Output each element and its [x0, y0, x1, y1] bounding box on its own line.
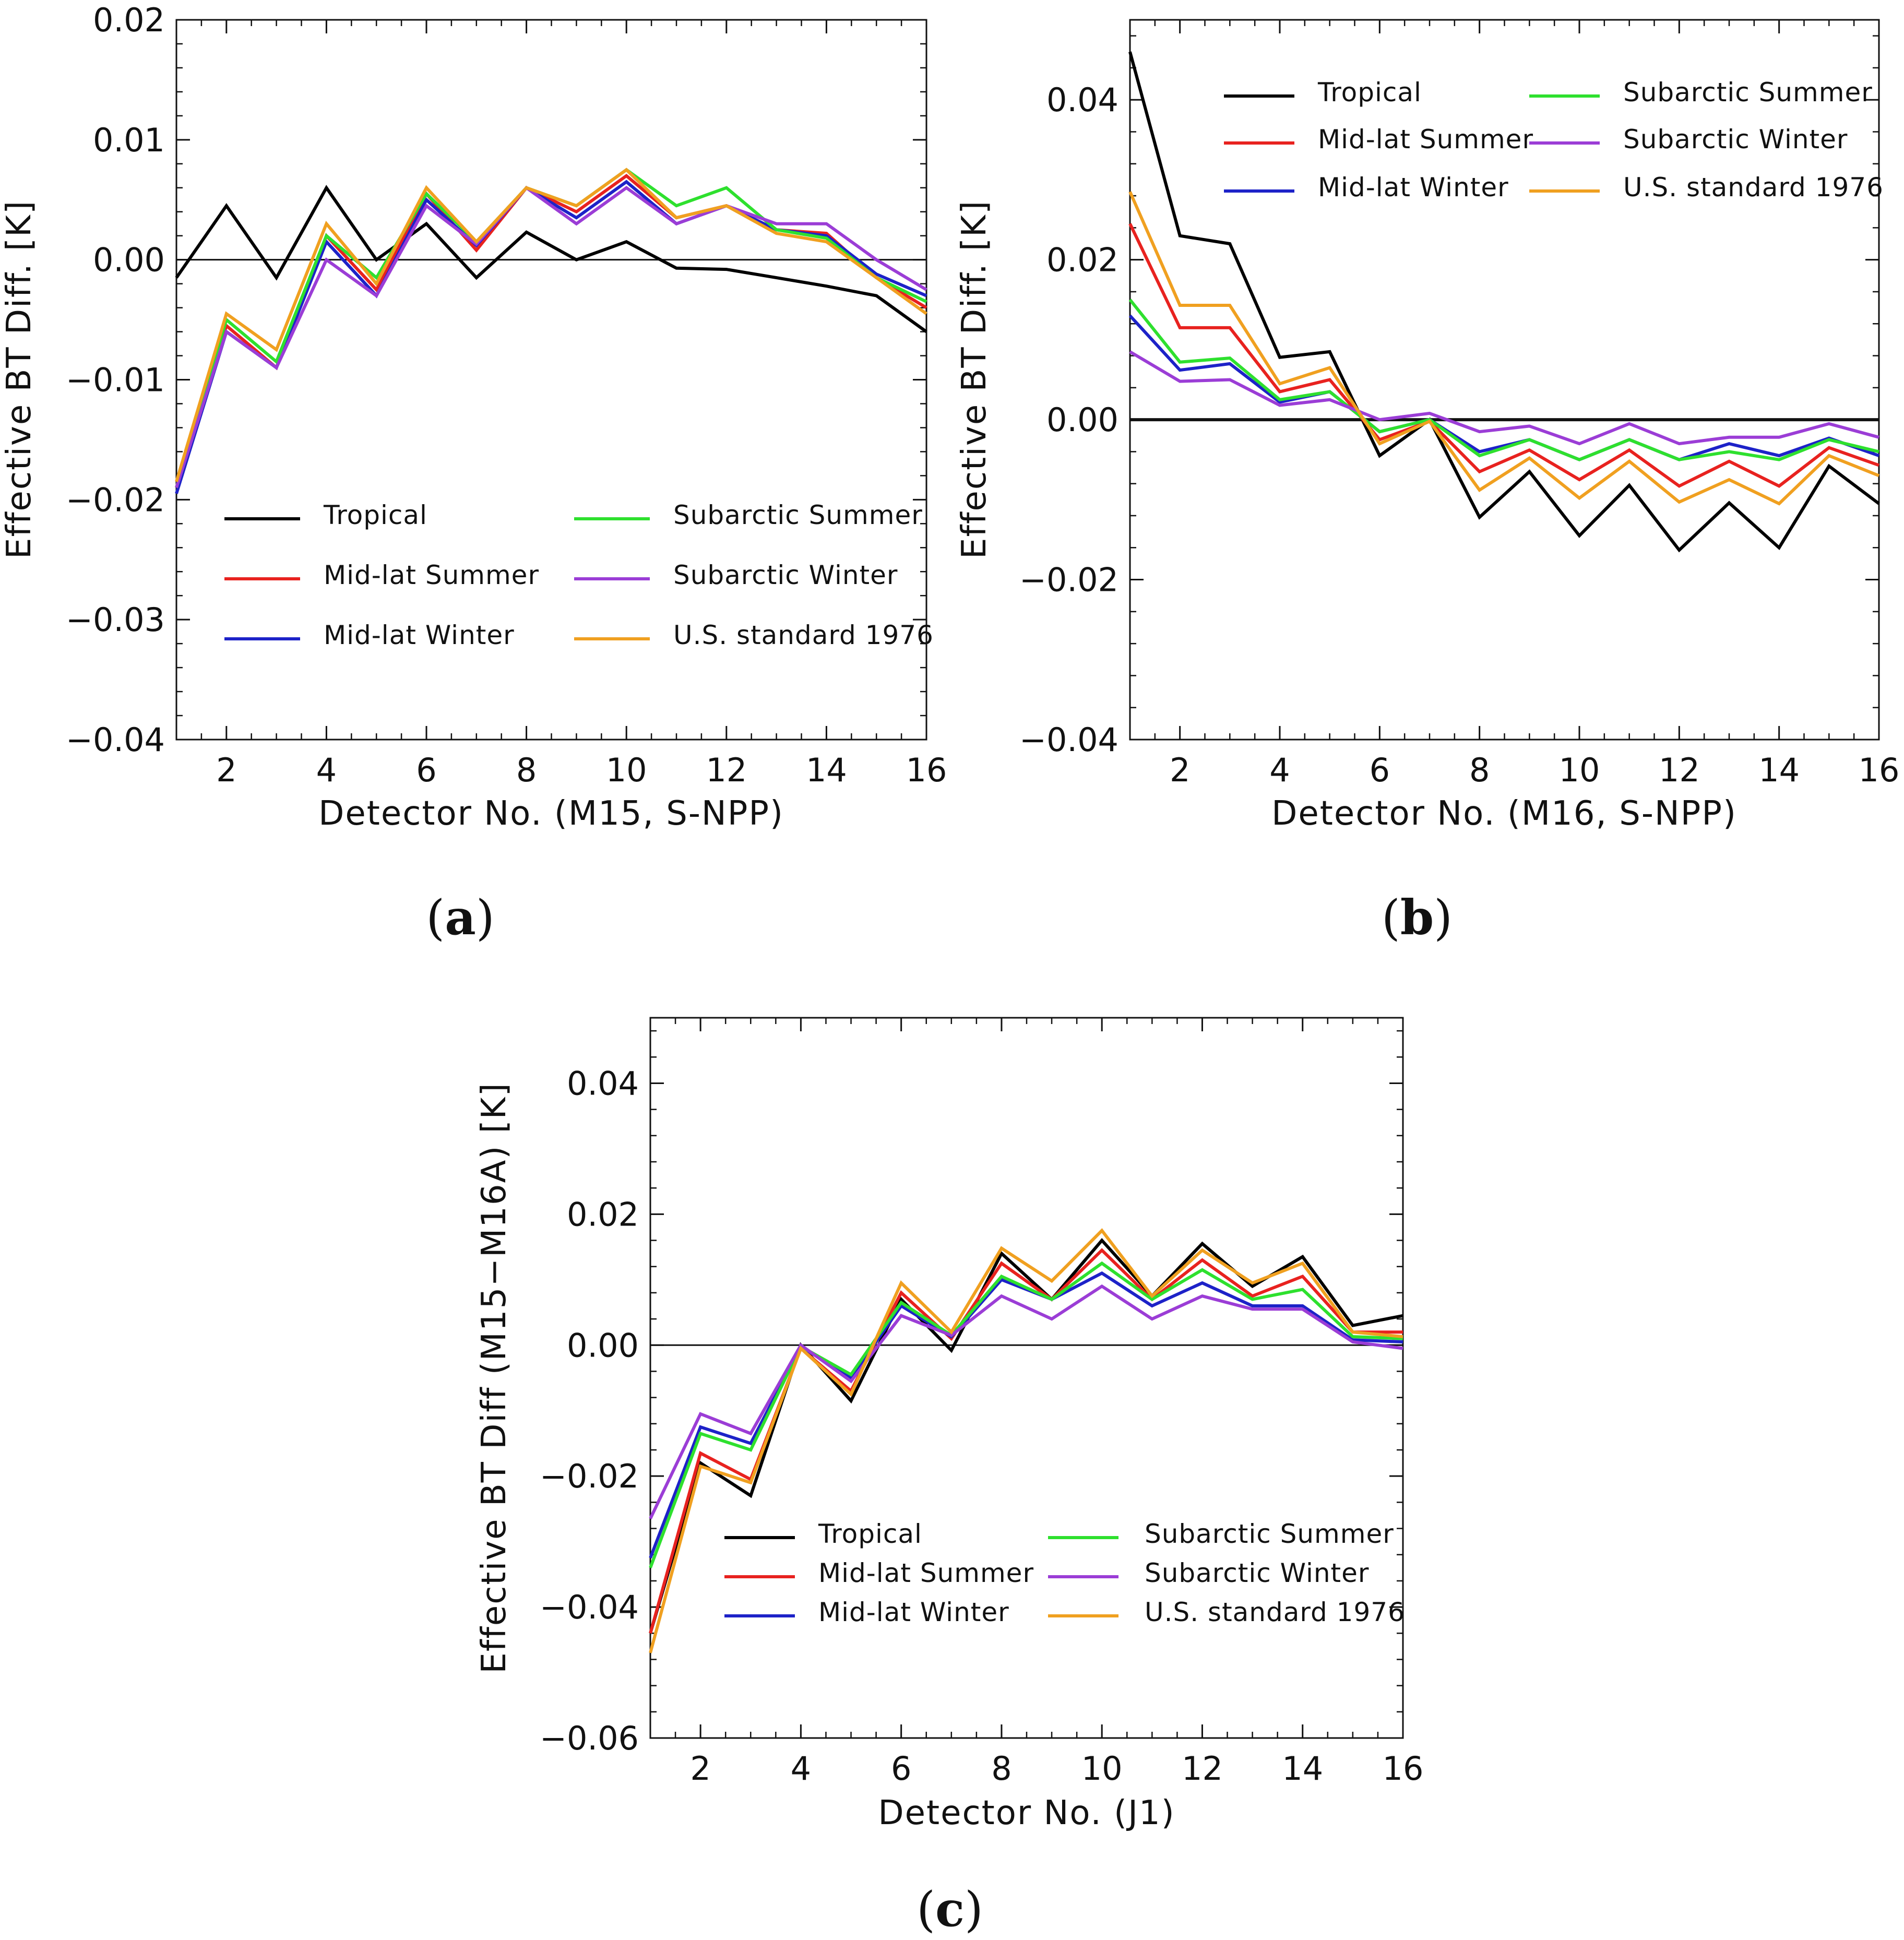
panel-b-series-mid-lat-summer	[1128, 223, 1879, 488]
panel-a-y-tick-label: −0.04	[66, 721, 165, 759]
panel-b-legend-label-mid-lat-winter: Mid-lat Winter	[1318, 172, 1509, 203]
panel-a-x-tick-label: 16	[906, 751, 947, 789]
panel-b-legend-label-subarctic-winter: Subarctic Winter	[1623, 124, 1848, 154]
panel-a-series-tropical	[175, 185, 927, 334]
panel-b-series-u-s-standard-1976	[1128, 191, 1880, 506]
panel-b-y-axis-title: Effective BT Diff. [K]	[955, 200, 994, 559]
panel-c-x-tick-label: 2	[690, 1749, 710, 1788]
panel-c-legend-label-tropical: Tropical	[818, 1519, 922, 1549]
panel-b-x-axis-title: Detector No. (M16, S-NPP)	[1271, 794, 1737, 833]
panel-c-y-tick-label: −0.04	[540, 1588, 639, 1626]
panel-a-series-u-s-standard-1976	[175, 168, 927, 482]
panel-a-x-tick-label: 6	[416, 751, 436, 789]
panel-c-legend-label-mid-lat-summer: Mid-lat Summer	[818, 1558, 1034, 1588]
panel-c-y-tick-label: −0.06	[540, 1719, 639, 1757]
panel-c-x-tick-label: 12	[1182, 1749, 1223, 1788]
panel-c-x-tick-label: 16	[1383, 1749, 1424, 1788]
panel-b-legend-label-u-s-standard-1976: U.S. standard 1976	[1623, 172, 1884, 203]
panel-a-y-tick-label: 0.00	[93, 241, 165, 279]
panel-b-legend-label-tropical: Tropical	[1317, 77, 1422, 108]
panel-b-x-tick-label: 12	[1659, 751, 1700, 789]
panel-c-legend-label-u-s-standard-1976: U.S. standard 1976	[1145, 1597, 1405, 1627]
panel-a-x-tick-label: 4	[316, 751, 337, 789]
panel-c-x-tick-label: 4	[791, 1749, 811, 1788]
panel-c-x-tick-label: 6	[891, 1749, 911, 1788]
panel-c-x-axis-title: Detector No. (J1)	[878, 1794, 1175, 1832]
panel-b-series-subarctic-winter	[1129, 350, 1879, 446]
panel-c-series-subarctic-winter	[649, 1284, 1403, 1519]
panel-a-y-tick-label: −0.01	[66, 361, 165, 399]
panel-c-legend-label-mid-lat-winter: Mid-lat Winter	[818, 1597, 1009, 1627]
panel-c-x-tick-label: 14	[1282, 1749, 1323, 1788]
panel-a-label: (a)	[426, 889, 494, 946]
panel-b-y-tick-label: −0.02	[1019, 561, 1118, 599]
panel-a-y-tick-label: 0.01	[93, 121, 165, 159]
panel-c-x-tick-label: 10	[1081, 1749, 1123, 1788]
panel-b-y-tick-label: 0.02	[1046, 241, 1118, 279]
panel-b-x-tick-label: 4	[1269, 751, 1290, 789]
panel-a-series-subarctic-winter	[175, 185, 927, 489]
panel-a-x-tick-label: 10	[606, 751, 647, 789]
panel-c-y-tick-label: −0.02	[540, 1457, 639, 1495]
panel-c-series-subarctic-summer	[649, 1261, 1403, 1568]
panel-b-y-tick-label: 0.00	[1046, 401, 1118, 439]
panel-b-y-tick-label: −0.04	[1019, 721, 1118, 759]
panel-b-x-tick-label: 16	[1859, 751, 1900, 789]
panel-a-y-axis-title: Effective BT Diff. [K]	[0, 200, 39, 559]
panel-a-x-axis-title: Detector No. (M15, S-NPP)	[318, 794, 784, 833]
panel-c-series-u-s-standard-1976	[649, 1228, 1403, 1653]
panel-a-x-tick-label: 2	[216, 751, 236, 789]
panel-a-x-tick-label: 8	[516, 751, 537, 789]
panel-c-y-axis-title: Effective BT Diff (M15−M16A) [K]	[475, 1082, 514, 1673]
panel-b-series-mid-lat-winter	[1128, 314, 1879, 461]
panel-a-x-tick-label: 12	[706, 751, 747, 789]
panel-b-x-tick-label: 10	[1559, 751, 1600, 789]
panel-c-legend-label-subarctic-summer: Subarctic Summer	[1145, 1519, 1394, 1549]
panel-b-x-tick-label: 2	[1170, 751, 1190, 789]
panel-c-label: (c)	[917, 1881, 983, 1937]
panel-b-x-tick-label: 8	[1469, 751, 1490, 789]
panel-b-label: (b)	[1382, 889, 1453, 946]
panel-c-y-tick-label: 0.02	[567, 1195, 639, 1233]
panel-c-chart: 2 4 6 8 10 12 14 16 −0.06 −0.04 −0.02 0.00 0.02 0.04 T…	[475, 1017, 1424, 1832]
panel-b-legend-label-subarctic-summer: Subarctic Summer	[1623, 77, 1873, 108]
panel-b-y-tick-label: 0.04	[1046, 81, 1118, 119]
panel-a-y-tick-label: 0.02	[93, 1, 165, 39]
panel-a-y-tick-label: −0.02	[66, 481, 165, 519]
panel-b-legend-label-mid-lat-summer: Mid-lat Summer	[1318, 124, 1533, 154]
panel-b-chart: 2 4 6 8 10 12 14 16 −0.04 −0.02 0.00 0.02 0.04 Tropic…	[955, 19, 1900, 833]
panel-c-y-tick-label: 0.00	[567, 1326, 639, 1364]
panel-a-chart: 2 4 6 8 10 12 14 16 −0.04 −0.03 −0.02 −0.01 0.00 0.01…	[0, 1, 947, 833]
panel-c-x-tick-label: 8	[991, 1749, 1011, 1788]
panel-a-legend-label-tropical: Tropical	[323, 500, 427, 530]
panel-b-series-tropical	[1128, 51, 1880, 553]
panel-c-y-tick-label: 0.04	[567, 1064, 639, 1102]
panel-b-series-subarctic-summer	[1128, 299, 1879, 461]
panel-a-x-tick-label: 14	[806, 751, 847, 789]
panel-b-x-tick-label: 6	[1370, 751, 1390, 789]
panel-a-legend-label-subarctic-summer: Subarctic Summer	[673, 500, 923, 530]
panel-c-legend-label-subarctic-winter: Subarctic Winter	[1145, 1558, 1369, 1588]
panel-b-x-tick-label: 14	[1758, 751, 1800, 789]
panel-a-legend-label-mid-lat-winter: Mid-lat Winter	[324, 620, 515, 650]
panel-a-legend-label-subarctic-winter: Subarctic Winter	[673, 560, 898, 590]
panel-a-legend-label-mid-lat-summer: Mid-lat Summer	[324, 560, 539, 590]
panel-a-y-tick-label: −0.03	[66, 601, 165, 639]
panel-a-legend-label-u-s-standard-1976: U.S. standard 1976	[673, 620, 934, 650]
